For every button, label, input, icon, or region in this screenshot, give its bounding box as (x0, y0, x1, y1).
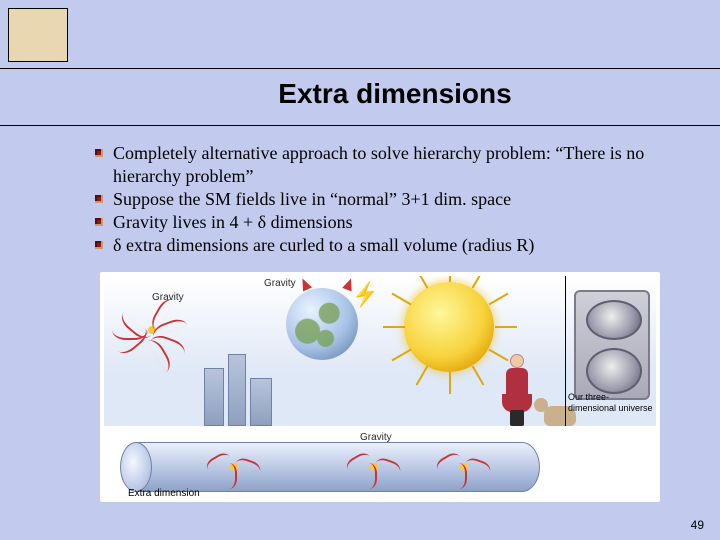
label-extra-dimension: Extra dimension (128, 488, 200, 499)
slide: Extra dimensions Completely alternative … (0, 0, 720, 540)
building-icon (250, 378, 272, 426)
sun-icon (404, 282, 494, 372)
bullet-item: Gravity lives in 4 + δ dimensions (95, 211, 690, 234)
cylinder-cap (120, 442, 152, 492)
divider-line (565, 276, 566, 426)
sun-ray-icon (416, 365, 429, 385)
speaker-icon (574, 290, 650, 400)
sun-ray-icon (449, 372, 451, 394)
lightning-icon: ⚡ (350, 280, 382, 310)
slide-title: Extra dimensions (78, 72, 712, 120)
page-number: 49 (691, 518, 704, 532)
sun-ray-icon (472, 365, 485, 385)
rule-mid (0, 125, 720, 126)
cylinder-extra-dimension (120, 442, 540, 492)
label-three-d-universe: Our three-dimensional universe (568, 392, 654, 414)
figure: Gravity Gravity ⚡ (100, 272, 660, 502)
bullet-item: δ extra dimensions are curled to a small… (95, 234, 690, 257)
bullet-item: Suppose the SM fields live in “normal” 3… (95, 188, 690, 211)
content-area: Completely alternative approach to solve… (95, 142, 690, 257)
sun-ray-icon (449, 276, 451, 282)
sun-ray-icon (391, 293, 411, 306)
rule-top (0, 68, 720, 69)
building-icon (228, 354, 246, 426)
corner-accent-box (8, 8, 68, 62)
earth-icon (286, 288, 358, 360)
title-band: Extra dimensions (78, 72, 712, 120)
sun-ray-icon (391, 349, 411, 362)
sun-ray-icon (495, 326, 517, 328)
person-icon (502, 354, 532, 426)
sun-ray-icon (488, 293, 508, 306)
sun-ray-icon (416, 276, 429, 289)
left-stripe (0, 0, 78, 540)
bullet-list: Completely alternative approach to solve… (95, 142, 690, 257)
sun-ray-icon (472, 276, 485, 289)
building-icon (204, 368, 224, 426)
bullet-item: Completely alternative approach to solve… (95, 142, 690, 188)
sun-ray-icon (383, 326, 405, 328)
